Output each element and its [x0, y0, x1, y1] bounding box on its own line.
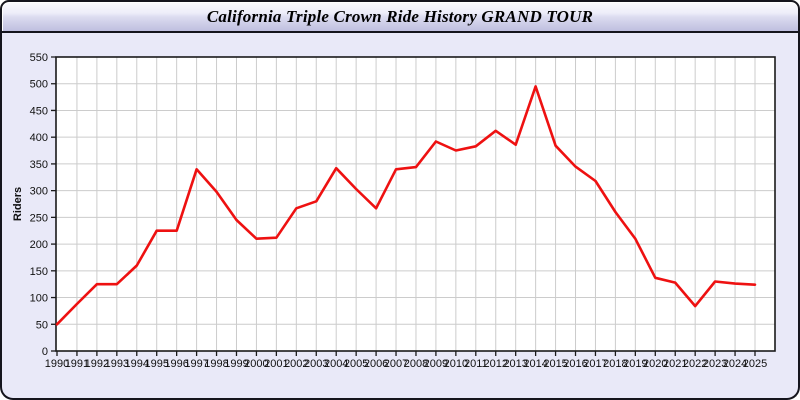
axes: [51, 56, 776, 356]
x-tick-label: 2003: [304, 358, 328, 370]
y-tick-label: 0: [42, 346, 48, 358]
x-tick-label: 2017: [583, 358, 607, 370]
plot-border: [55, 56, 776, 352]
x-tick-label: 2002: [284, 358, 308, 370]
x-tick-label: 1996: [164, 358, 188, 370]
data-series: [55, 85, 757, 326]
x-tick-label: 2008: [404, 358, 428, 370]
page-title: California Triple Crown Ride History GRA…: [206, 6, 594, 26]
y-tick-label: 450: [30, 105, 48, 117]
x-tick-label: 2022: [683, 358, 707, 370]
x-tick-label: 1999: [224, 358, 248, 370]
x-tick-label: 2015: [543, 358, 567, 370]
x-tick-label: 2000: [244, 358, 268, 370]
x-tick-label: 1995: [144, 358, 168, 370]
x-tick-label: 2014: [523, 358, 547, 370]
x-tick-label: 2010: [444, 358, 468, 370]
x-tick-label: 2004: [324, 358, 348, 370]
x-tick-label: 2005: [344, 358, 368, 370]
y-tick-label: 200: [30, 239, 48, 251]
x-tick-label: 2009: [424, 358, 448, 370]
y-tick-label: 300: [30, 186, 48, 198]
x-tick-label: 2018: [603, 358, 627, 370]
x-tick-label: 1994: [125, 358, 149, 370]
y-tick-label: 400: [30, 132, 48, 144]
axis-labels: 0501001502002503003504004505005501990199…: [30, 52, 768, 370]
y-tick-label: 550: [30, 52, 48, 64]
gridlines: [56, 57, 775, 351]
x-tick-label: 2012: [484, 358, 508, 370]
x-tick-label: 2025: [743, 358, 767, 370]
x-tick-label: 2006: [364, 358, 388, 370]
x-tick-label: 2001: [264, 358, 288, 370]
x-tick-label: 1992: [85, 358, 109, 370]
y-tick-label: 50: [36, 319, 48, 331]
x-tick-label: 1991: [65, 358, 89, 370]
y-tick-label: 250: [30, 212, 48, 224]
y-axis-title: Riders: [12, 187, 24, 221]
chart-titlebar: California Triple Crown Ride History GRA…: [0, 0, 800, 33]
y-tick-label: 500: [30, 79, 48, 91]
y-tick-label: 100: [30, 293, 48, 305]
ride-history-chart: 0 50 100 150 200 250 300 350 400 450 500 550 1990 199…: [0, 33, 800, 400]
x-tick-label: 2011: [464, 358, 488, 370]
x-tick-label: 2021: [663, 358, 687, 370]
riders-line-series: [55, 85, 757, 326]
x-tick-label: 2013: [503, 358, 527, 370]
x-tick-label: 2007: [384, 358, 408, 370]
x-tick-label: 1990: [45, 358, 69, 370]
x-tick-label: 2019: [623, 358, 647, 370]
x-tick-label: 1993: [105, 358, 129, 370]
x-tick-label: 1997: [184, 358, 208, 370]
x-tick-label: 1998: [204, 358, 228, 370]
x-tick-label: 2024: [723, 358, 747, 370]
y-tick-label: 350: [30, 159, 48, 171]
line-chart-canvas: 0501001502002503003504004505005501990199…: [12, 52, 776, 370]
y-tick-label: 150: [30, 266, 48, 278]
x-tick-label: 2016: [563, 358, 587, 370]
x-tick-label: 2023: [703, 358, 727, 370]
x-tick-label: 2020: [643, 358, 667, 370]
